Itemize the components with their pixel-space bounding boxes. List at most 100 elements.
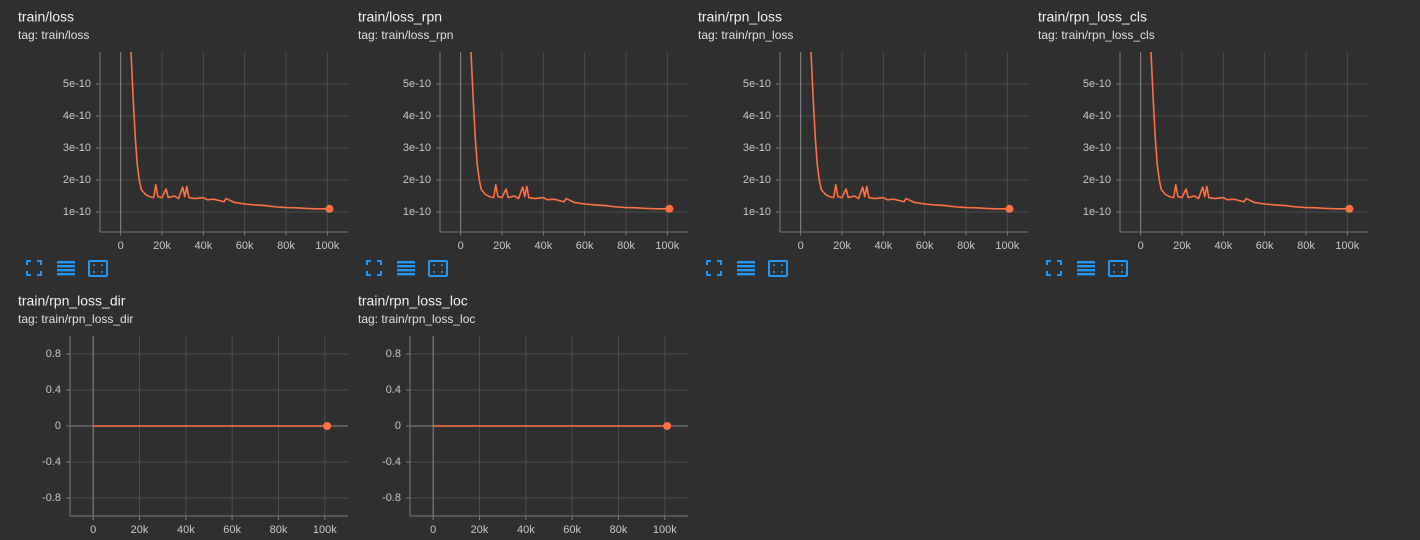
series-line: [130, 52, 330, 210]
chart-tag: tag: train/rpn_loss_cls: [1038, 28, 1155, 42]
y-tick-label: 4e-10: [403, 110, 431, 122]
y-tick-label: 0.8: [386, 348, 401, 360]
x-tick-label: 20k: [153, 240, 171, 252]
x-tick-label: 20k: [493, 240, 511, 252]
x-tick-label: 100k: [315, 240, 339, 252]
x-tick-label: 60k: [576, 240, 594, 252]
x-tick-label: 0: [118, 240, 124, 252]
y-tick-label: 3e-10: [403, 142, 431, 154]
chart-card: train/rpn_loss_dir tag: train/rpn_loss_di…: [18, 293, 348, 536]
chart-title: train/rpn_loss_cls: [1038, 9, 1147, 25]
last-point: [665, 204, 674, 213]
x-tick-label: 60k: [223, 524, 241, 536]
icon: [1077, 261, 1095, 264]
icon: [768, 260, 788, 277]
x-tick-label: 80k: [617, 240, 635, 252]
series-line: [1150, 52, 1350, 210]
y-tick-label: 3e-10: [63, 142, 91, 154]
icon: [1077, 273, 1095, 276]
chart-title: train/rpn_loss_loc: [358, 293, 468, 309]
y-tick-label: 1e-10: [403, 206, 431, 218]
y-tick-label: 1e-10: [1083, 206, 1111, 218]
icon: [1108, 260, 1128, 277]
y-tick-label: 0.8: [46, 348, 61, 360]
last-point: [325, 204, 334, 213]
x-tick-label: 20k: [1173, 240, 1191, 252]
y-tick-label: 0: [395, 420, 401, 432]
data-table-button[interactable]: [397, 261, 415, 276]
x-tick-label: 100k: [653, 524, 677, 536]
y-tick-label: 1e-10: [63, 206, 91, 218]
fullscreen-button[interactable]: [366, 260, 382, 276]
x-tick-label: 80k: [1297, 240, 1315, 252]
fullscreen-button[interactable]: [1046, 260, 1062, 276]
chart-tag: tag: train/rpn_loss_dir: [18, 312, 133, 326]
x-tick-label: 80k: [277, 240, 295, 252]
icon: [57, 261, 75, 264]
x-tick-label: 0: [430, 524, 436, 536]
icon: [737, 261, 755, 264]
fullscreen-button[interactable]: [26, 260, 42, 276]
x-tick-label: 40k: [874, 240, 892, 252]
icon: [706, 260, 722, 276]
icon: [88, 260, 108, 277]
icon: [1046, 260, 1062, 276]
x-tick-label: 100k: [655, 240, 679, 252]
fit-domain-button[interactable]: [428, 260, 448, 277]
x-tick-label: 60k: [1256, 240, 1274, 252]
x-tick-label: 60k: [236, 240, 254, 252]
x-tick-label: 40k: [177, 524, 195, 536]
data-table-button[interactable]: [737, 261, 755, 276]
y-tick-label: 5e-10: [743, 78, 771, 90]
icon: [57, 265, 75, 268]
icon: [57, 273, 75, 276]
x-tick-label: 80k: [957, 240, 975, 252]
icon: [366, 260, 382, 276]
series-line: [470, 52, 670, 210]
chart-card: train/loss tag: train/loss 1e-10 2e-10 3e-10…: [18, 9, 348, 277]
fit-domain-button[interactable]: [768, 260, 788, 277]
x-tick-label: 40k: [534, 240, 552, 252]
x-tick-label: 0: [90, 524, 96, 536]
icon: [773, 264, 783, 273]
data-table-button[interactable]: [1077, 261, 1095, 276]
last-point: [1345, 204, 1354, 213]
icon: [737, 273, 755, 276]
x-tick-label: 60k: [916, 240, 934, 252]
y-tick-label: 0: [55, 420, 61, 432]
last-point: [1005, 204, 1014, 213]
y-tick-label: -0.8: [42, 492, 61, 504]
chart-card: train/rpn_loss_loc tag: train/rpn_loss_lo…: [358, 293, 688, 536]
fit-domain-button[interactable]: [88, 260, 108, 277]
x-tick-label: 60k: [563, 524, 581, 536]
last-point: [323, 422, 332, 430]
icon: [26, 260, 42, 276]
chart-card: train/loss_rpn tag: train/loss_rpn 1e-10 2e…: [358, 9, 688, 277]
y-tick-label: 0.4: [46, 384, 61, 396]
fit-domain-button[interactable]: [1108, 260, 1128, 277]
y-tick-label: 2e-10: [63, 174, 91, 186]
x-tick-label: 20k: [471, 524, 489, 536]
y-tick-label: -0.4: [382, 456, 401, 468]
icon: [397, 273, 415, 276]
data-table-button[interactable]: [57, 261, 75, 276]
x-tick-label: 100k: [1335, 240, 1359, 252]
icon: [93, 264, 103, 273]
y-tick-label: 4e-10: [1083, 110, 1111, 122]
x-tick-label: 0: [798, 240, 804, 252]
last-point: [663, 422, 672, 430]
icon: [1077, 265, 1095, 268]
x-tick-label: 40k: [194, 240, 212, 252]
icon: [397, 261, 415, 264]
y-tick-label: 5e-10: [1083, 78, 1111, 90]
chart-title: train/loss: [18, 9, 74, 25]
chart-tag: tag: train/loss: [18, 28, 89, 42]
icon: [57, 269, 75, 272]
x-tick-label: 80k: [610, 524, 628, 536]
chart-title: train/rpn_loss: [698, 9, 782, 25]
fullscreen-button[interactable]: [706, 260, 722, 276]
y-tick-label: 4e-10: [63, 110, 91, 122]
y-tick-label: 3e-10: [743, 142, 771, 154]
